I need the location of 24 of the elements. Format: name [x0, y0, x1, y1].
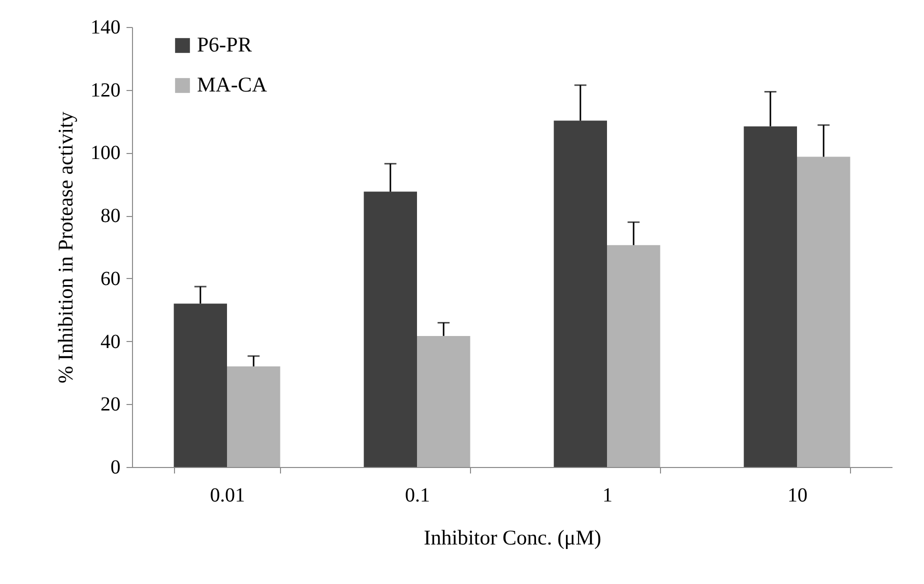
- bar: [607, 245, 660, 467]
- x-tick-label: 0.1: [405, 484, 430, 506]
- bar: [554, 120, 607, 467]
- x-tick-label: 0.01: [210, 484, 245, 506]
- bar: [174, 304, 227, 467]
- bar: [797, 156, 850, 467]
- y-tick-label: 100: [90, 142, 120, 164]
- bar: [227, 366, 280, 467]
- x-axis-title: Inhibitor Conc. (μM): [424, 526, 602, 550]
- bar: [364, 192, 417, 467]
- x-tick-label: 1: [602, 484, 612, 506]
- y-tick-label: 0: [110, 456, 120, 478]
- y-tick-label: 80: [100, 205, 120, 228]
- y-axis-title: % Inhibition in Protease activity: [54, 111, 78, 384]
- y-tick-label: 60: [100, 268, 120, 290]
- y-tick-label: 120: [90, 79, 120, 102]
- bar: [744, 126, 797, 467]
- y-tick-label: 40: [100, 330, 120, 353]
- y-tick-label: 140: [90, 16, 120, 38]
- legend-label: MA-CA: [197, 72, 268, 96]
- x-tick-label: 10: [788, 484, 808, 506]
- bar: [417, 336, 470, 467]
- legend-label: P6-PR: [197, 32, 252, 56]
- y-tick-label: 20: [100, 394, 120, 416]
